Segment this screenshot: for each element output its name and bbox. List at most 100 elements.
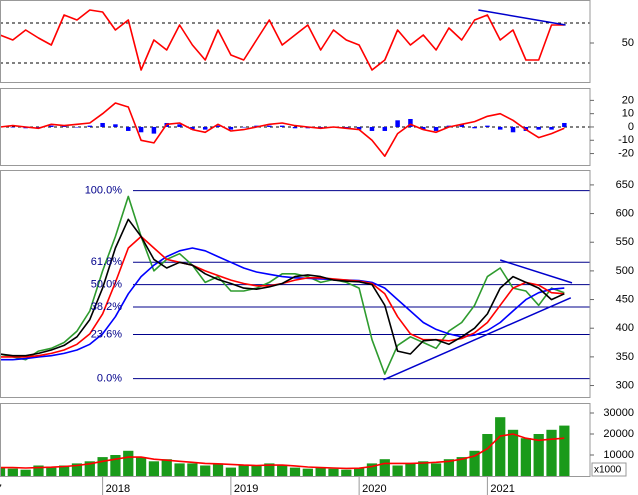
x-tick-label: 2018 [106, 483, 130, 495]
y-tick-label: 0 [628, 121, 634, 133]
y-tick-label: -10 [618, 134, 634, 146]
bar [228, 126, 234, 130]
bar [277, 465, 288, 476]
bar [190, 126, 195, 130]
bar [59, 465, 70, 476]
bar [520, 438, 531, 476]
bar [46, 467, 57, 476]
bar [443, 459, 455, 476]
bar [408, 118, 413, 127]
bar [292, 126, 298, 129]
bar [10, 126, 16, 128]
bar [161, 459, 172, 476]
y-tick-label: 30000 [603, 407, 634, 419]
bar [395, 120, 400, 127]
bar [289, 467, 301, 476]
fib-label: 61.8% [91, 256, 122, 268]
bar [356, 126, 362, 130]
bar [212, 463, 224, 476]
bar [366, 463, 378, 476]
bar [379, 459, 390, 476]
fib-label: 0.0% [97, 373, 122, 385]
y-tick-label: 300 [616, 379, 634, 391]
bar [0, 467, 6, 476]
bar [126, 126, 131, 131]
bar [421, 126, 426, 130]
bar [279, 125, 285, 127]
bar [123, 450, 134, 476]
bar [267, 125, 272, 127]
bar [433, 126, 439, 131]
bar [507, 429, 519, 476]
fib-label: 23.6% [91, 328, 122, 340]
series-line [0, 102, 565, 157]
bar [559, 425, 570, 476]
bar [485, 125, 490, 127]
y-tick-label: -20 [618, 147, 634, 159]
bar [238, 465, 249, 476]
y-tick-label: 10 [622, 108, 634, 120]
bar [225, 467, 236, 476]
y-tick-label: 50 [622, 37, 634, 49]
bar [430, 463, 442, 476]
series-line [0, 195, 565, 375]
bar [7, 468, 18, 476]
bar [546, 429, 557, 476]
bar [138, 126, 144, 133]
y-tick-label: 600 [616, 207, 634, 219]
bar [418, 461, 429, 476]
bar [264, 463, 275, 476]
unit-box [591, 462, 627, 477]
x-tick-label: 2020 [362, 483, 386, 495]
bar [113, 124, 118, 127]
bar [202, 126, 208, 130]
panel-frame [0, 0, 591, 83]
bar [354, 467, 365, 476]
bar [472, 126, 477, 129]
bar [497, 126, 503, 130]
trend-line [383, 297, 572, 381]
x-tick-label: 2021 [490, 483, 514, 495]
panel-frame [0, 170, 591, 398]
bar [20, 469, 31, 476]
y-unit-label: x1000 [594, 465, 622, 476]
y-tick-label: 650 [616, 179, 634, 191]
bar [562, 122, 567, 127]
x-tick-label: 2017 [0, 483, 2, 495]
bar [482, 433, 493, 476]
bar [110, 454, 121, 476]
bar [148, 461, 160, 476]
trend-line [478, 9, 566, 26]
bar [510, 126, 516, 133]
bar [87, 125, 93, 127]
bar [341, 469, 352, 476]
y-tick-label: 500 [616, 265, 634, 277]
bar [84, 461, 95, 476]
y-tick-label: 10000 [603, 449, 634, 461]
bar [251, 465, 262, 476]
fib-label: 100.0% [85, 185, 123, 197]
y-tick-label: 400 [616, 322, 634, 334]
bar [369, 126, 375, 131]
y-tick-label: 450 [616, 293, 634, 305]
bar [187, 463, 198, 476]
trend-line [499, 259, 573, 284]
bar [302, 468, 313, 476]
bar [177, 124, 182, 127]
bar [459, 124, 464, 127]
bar [315, 467, 326, 476]
bar [151, 126, 157, 134]
bar [71, 463, 83, 476]
bar [135, 457, 147, 476]
bar [533, 433, 544, 476]
bar [469, 450, 480, 476]
series-line [0, 433, 565, 470]
bar [382, 126, 388, 131]
bar [328, 468, 339, 476]
fib-label: 50.0% [91, 279, 122, 291]
bar [241, 126, 246, 128]
series-line [0, 218, 565, 357]
y-tick-label: 20 [622, 94, 634, 106]
